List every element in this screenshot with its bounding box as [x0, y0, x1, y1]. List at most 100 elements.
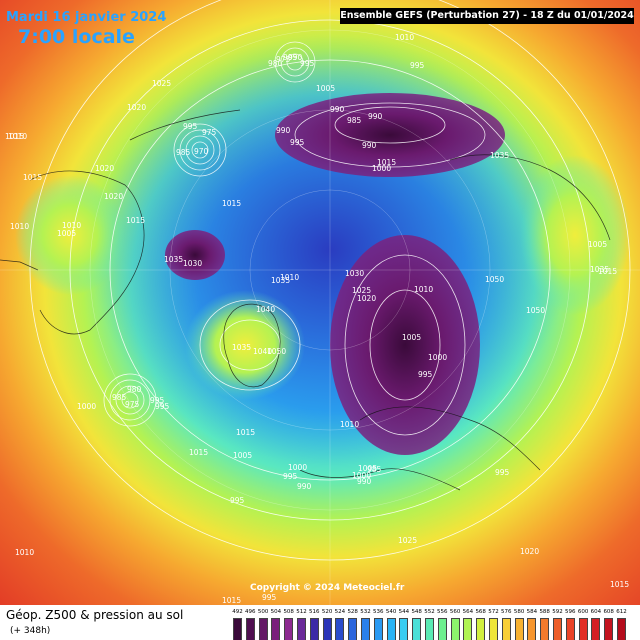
scale-swatch: [271, 618, 281, 640]
scale-label: 528: [347, 609, 358, 615]
scale-label: 568: [475, 609, 486, 615]
pressure-label: 995: [283, 472, 298, 481]
scale-swatch: [373, 618, 383, 640]
pressure-label: 1020: [95, 164, 114, 173]
pressure-label: 995: [230, 496, 245, 505]
scale-label: 572: [488, 609, 499, 615]
pressure-label: 1000: [352, 471, 371, 480]
scale-swatch: [527, 618, 537, 640]
pressure-label: 1020: [104, 192, 123, 201]
pressure-label: 1000: [428, 353, 447, 362]
scale-swatch: [476, 618, 486, 640]
scale-label: 504: [270, 609, 282, 615]
scale-swatch: [412, 618, 422, 640]
coastlines: [0, 109, 611, 491]
pressure-label: 1010: [340, 420, 359, 429]
graticule: [0, 0, 640, 605]
pressure-label: 1025: [398, 536, 417, 545]
pressure-label: 1035: [232, 343, 251, 352]
pressure-label: 1040: [253, 347, 272, 356]
scale-label: 580: [513, 609, 525, 615]
trough-north-pacific: [275, 93, 505, 177]
scale-label: 516: [309, 609, 320, 615]
trough-siberia: [330, 235, 480, 455]
scale-swatch: [514, 618, 524, 640]
pressure-label: 980: [127, 385, 142, 394]
scale-swatch: [386, 618, 396, 640]
scale-label: 540: [385, 609, 397, 615]
trough-small: [165, 230, 225, 280]
pressure-label: 1025: [152, 79, 171, 88]
scale-swatch: [501, 618, 511, 640]
scale-swatch: [297, 618, 306, 640]
pressure-label: 1005: [402, 333, 421, 342]
isobars: [29, 0, 631, 561]
run-info-banner: Ensemble GEFS (Perturbation 27) - 18 Z d…: [340, 8, 634, 24]
scale-label: 496: [245, 609, 256, 615]
scale-label: 544: [398, 609, 410, 615]
scale-label: 576: [501, 609, 512, 615]
scale-label: 532: [360, 609, 371, 615]
scale-swatch: [258, 618, 268, 640]
pressure-label: 1035: [271, 276, 290, 285]
ridge-north-america: [15, 175, 125, 295]
scale-swatch: [604, 618, 614, 640]
pressure-label: 975: [276, 55, 291, 64]
scale-label: 560: [449, 609, 461, 615]
scale-label: 600: [577, 609, 589, 615]
forecast-local-time: 7:00 locale: [18, 26, 135, 48]
pressure-label: 1025: [352, 286, 371, 295]
ridge-east: [520, 155, 630, 315]
pressure-label: 995: [262, 593, 277, 602]
scale-label: 556: [437, 609, 448, 615]
pressure-label: 1030: [345, 269, 364, 278]
scale-label: 548: [411, 609, 422, 615]
pressure-label: 985: [347, 116, 362, 125]
pressure-label: 985: [176, 148, 191, 157]
pressure-label: 995: [183, 122, 198, 131]
pressure-label: 1010: [62, 221, 81, 230]
pressure-label: 995: [283, 53, 298, 62]
forecast-date: Mardi 16 janvier 2024: [6, 10, 167, 25]
scale-label: 588: [539, 609, 550, 615]
pressure-label: 995: [418, 370, 433, 379]
pressure-label: 1005: [57, 229, 76, 238]
pressure-label: 1015: [189, 448, 208, 457]
pressure-label: 1015: [126, 216, 145, 225]
pressure-label: 1015: [610, 580, 629, 589]
pressure-label: 990: [357, 477, 372, 486]
scale-swatch: [361, 618, 370, 640]
pressure-label: 990: [297, 482, 312, 491]
scale-swatch: [450, 618, 460, 640]
scale-label: 596: [565, 609, 576, 615]
pressure-label: 1015: [598, 267, 617, 276]
scale-label: 592: [552, 609, 563, 615]
pressure-label: 995: [290, 138, 305, 147]
scale-swatch: [578, 618, 588, 640]
scale-swatch: [322, 618, 332, 640]
scale-swatch: [540, 618, 550, 640]
pressure-label: 980: [268, 59, 283, 68]
scale-swatch: [309, 618, 319, 640]
pressure-label: 1010: [395, 33, 414, 42]
pressure-label: 1050: [267, 347, 286, 356]
pressure-label: 990: [276, 126, 291, 135]
pressure-label: 975: [202, 128, 217, 137]
pressure-label: 1035: [590, 265, 609, 274]
pressure-label: 1000: [372, 164, 391, 173]
scale-swatch: [591, 618, 601, 640]
copyright-text: Copyright © 2024 Meteociel.fr: [250, 583, 405, 593]
scale-swatch: [335, 618, 345, 640]
scale-swatch: [284, 618, 294, 640]
pressure-label: 975: [125, 400, 140, 409]
pressure-label: 1050: [526, 306, 545, 315]
scale-label: 492: [232, 609, 243, 615]
pressure-label: 1010: [10, 222, 29, 231]
scale-swatch: [617, 618, 626, 640]
pressure-label: 1015: [236, 428, 255, 437]
scale-label: 512: [296, 609, 307, 615]
pressure-label: 1035: [164, 255, 183, 264]
